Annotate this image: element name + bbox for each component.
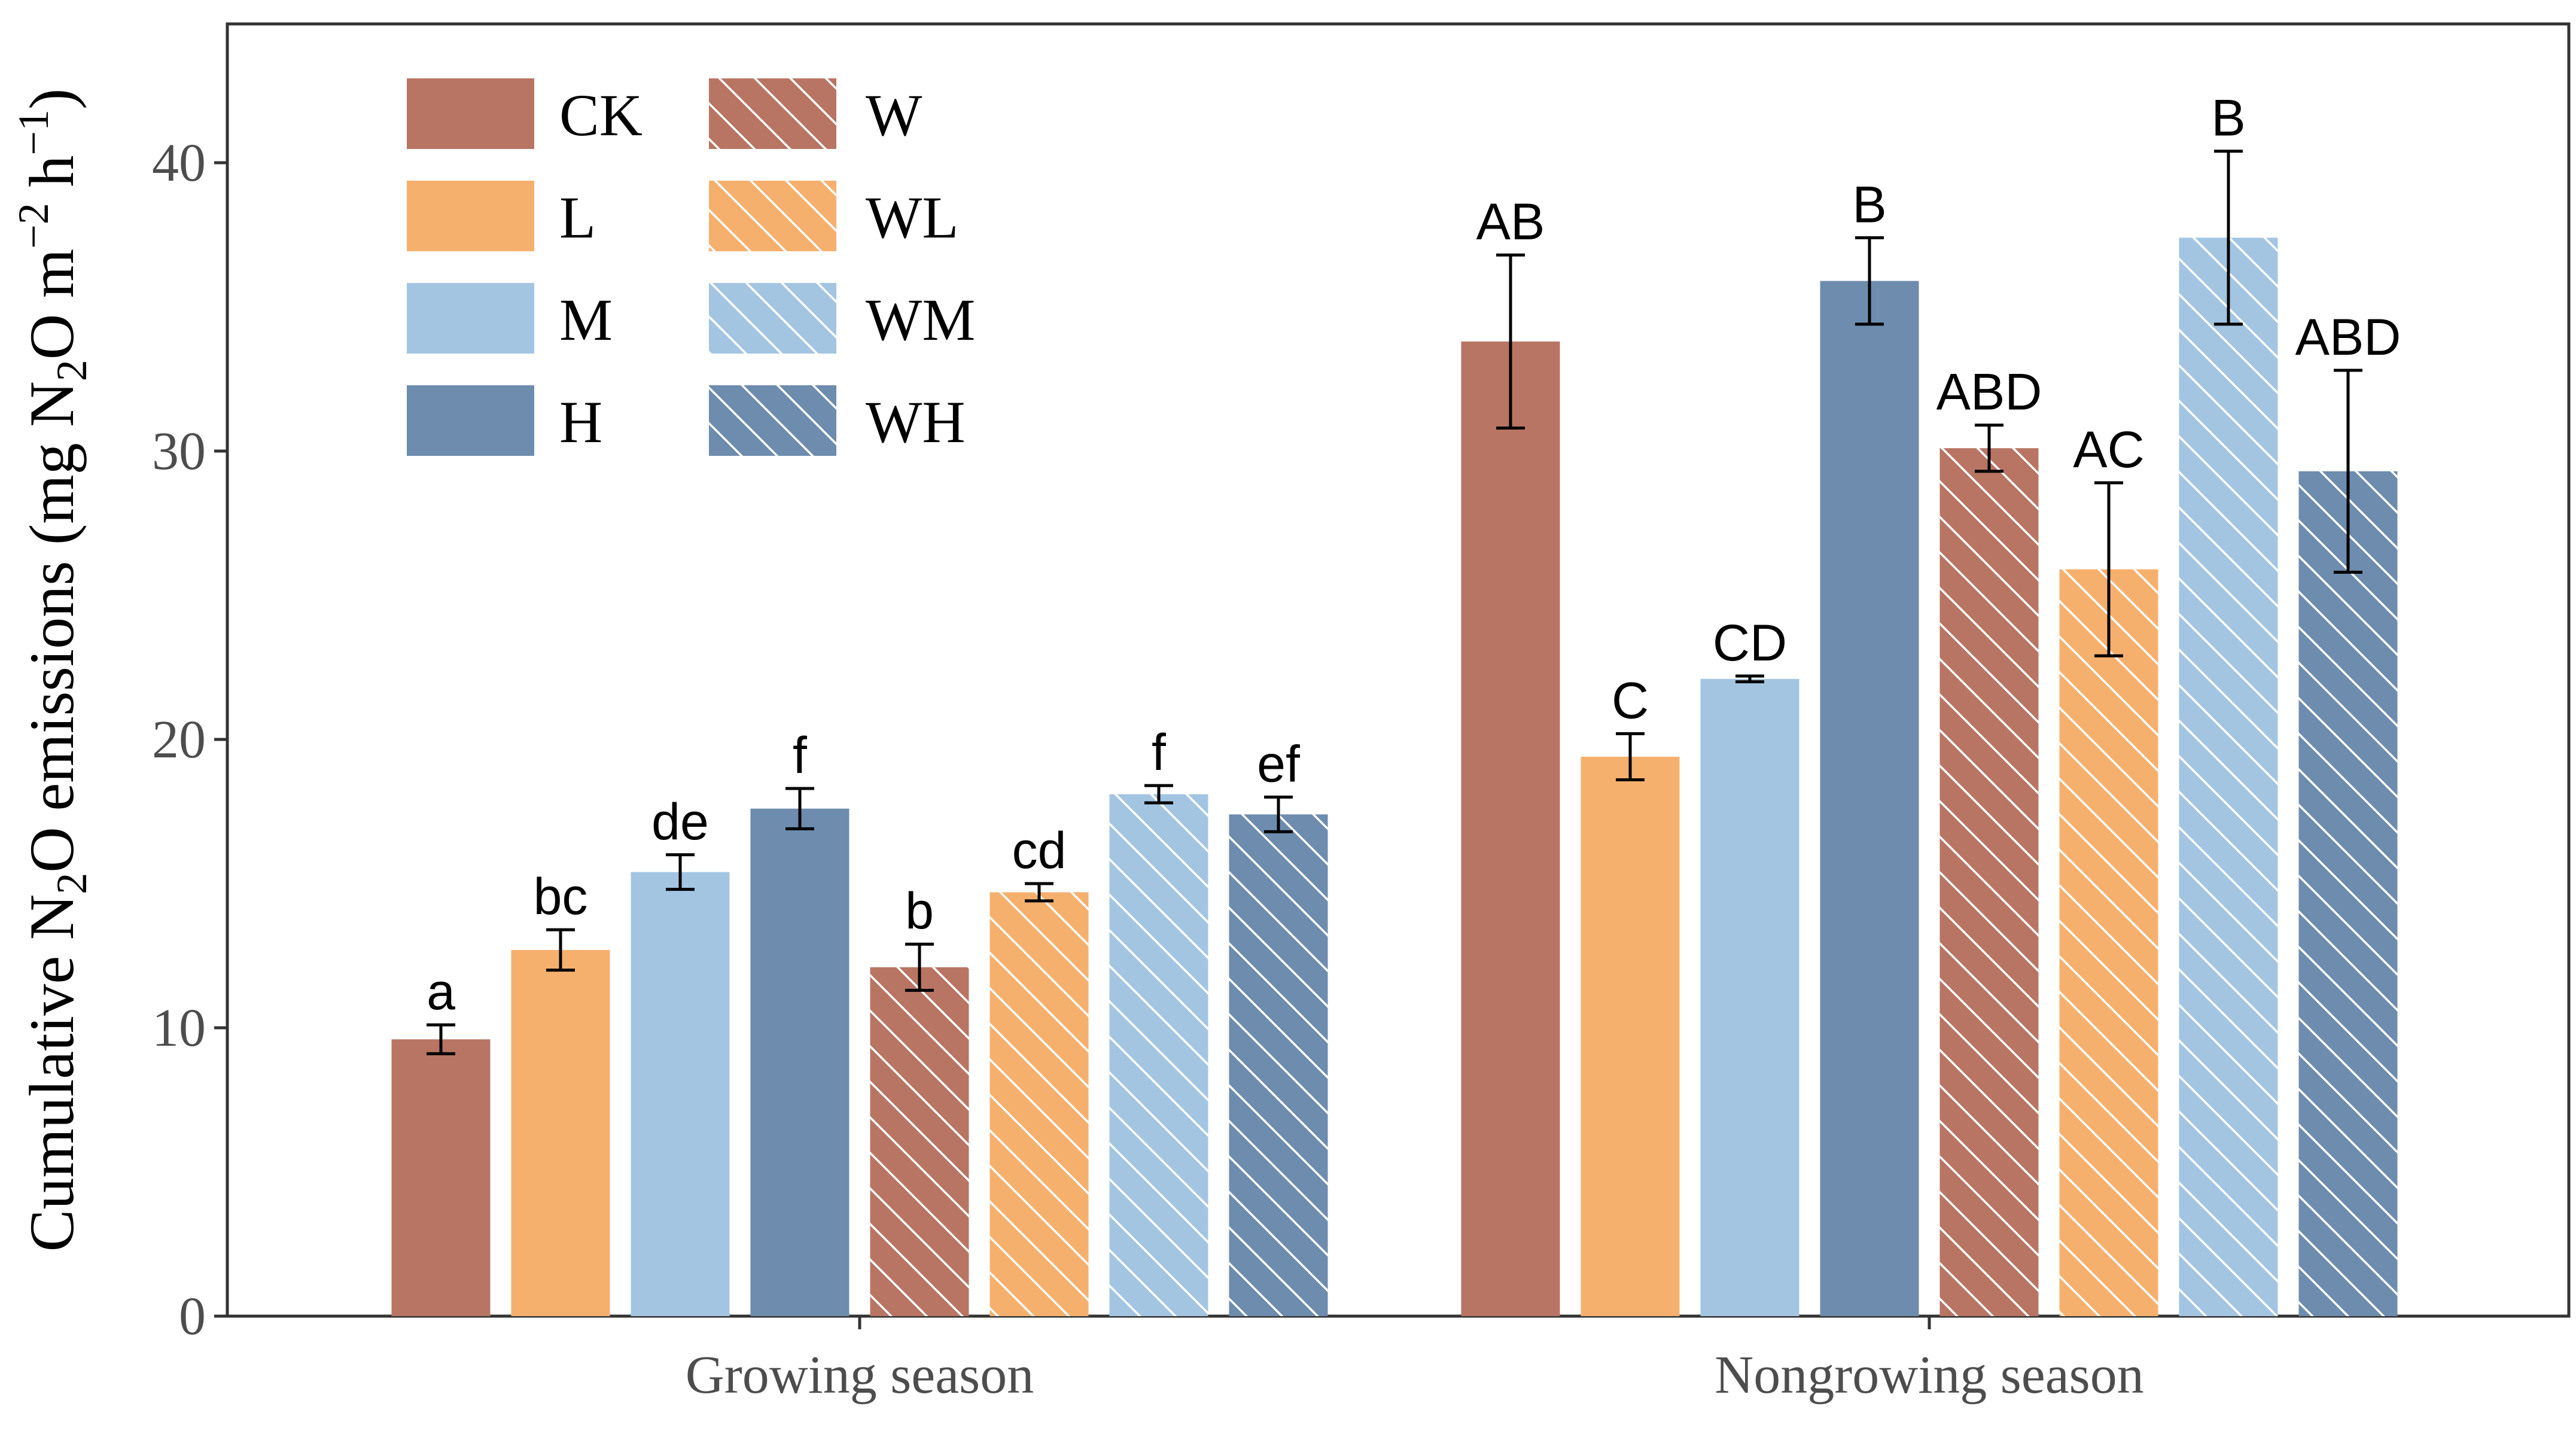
error-bar (1855, 236, 1884, 326)
error-bar (2214, 150, 2243, 326)
error-bar (1496, 253, 1525, 430)
significance-label: bc (534, 868, 588, 925)
y-tick-label: 40 (152, 133, 206, 193)
error-bar (1264, 795, 1293, 833)
x-tick-label: Nongrowing season (1715, 1345, 2143, 1405)
significance-label: ABD (1936, 364, 2042, 421)
error-bar (905, 942, 934, 992)
error-bar (427, 1023, 455, 1055)
bar-wh (2298, 471, 2398, 1316)
legend-label: W (866, 82, 922, 148)
legend-key-m (407, 283, 534, 354)
legend: CK LMH W WL WM WH (407, 78, 975, 456)
significance-label: ABD (2295, 309, 2401, 366)
significance-label: AB (1476, 193, 1545, 251)
legend-key-wl (709, 181, 836, 251)
bar-h (1820, 281, 1919, 1316)
bar-m (1700, 678, 1799, 1316)
legend-key-h (407, 385, 534, 456)
legend-label: M (559, 287, 613, 353)
error-bar (1144, 784, 1173, 805)
error-bar (1616, 732, 1645, 781)
y-tick-label: 20 (152, 710, 206, 769)
bar-wm (2179, 238, 2278, 1316)
legend-key-ck (407, 78, 534, 149)
legend-label: WM (866, 287, 975, 353)
significance-label: ef (1257, 735, 1301, 793)
legend-key-wm (709, 283, 836, 354)
bar-wm (1109, 794, 1208, 1316)
error-bar (2334, 369, 2362, 574)
legend-label: WL (866, 184, 958, 251)
plot-panel (226, 22, 2571, 1318)
x-tick-label: Growing season (686, 1345, 1034, 1405)
bar-l (1581, 756, 1680, 1316)
x-axis: Growing season Nongrowing season (686, 1316, 2144, 1405)
significance-label: b (905, 882, 934, 940)
error-bar (2094, 481, 2123, 657)
bar-l (511, 949, 610, 1316)
error-bar (1735, 674, 1764, 684)
significance-label: C (1612, 672, 1649, 729)
bar-m (631, 872, 730, 1316)
significance-label: a (427, 963, 455, 1021)
y-tick-label: 10 (152, 998, 206, 1058)
legend-label: CK (559, 82, 643, 148)
significance-label: CD (1713, 614, 1787, 672)
legend-label: H (559, 389, 602, 455)
significance-label: de (651, 793, 709, 851)
legend-key-l (407, 181, 534, 251)
bar-h (750, 808, 849, 1316)
error-bar (785, 787, 814, 830)
bar-ck (1461, 341, 1560, 1316)
y-axis-title: Cumulative N2O emissions (mg N2O m−2 h−1… (10, 89, 96, 1252)
y-tick-label: 0 (179, 1287, 206, 1346)
error-bar (666, 853, 695, 891)
bars: a bc de f b cd f ef AB C CD B ABD AC B ABD (391, 90, 2401, 1317)
significance-label: AC (2073, 421, 2144, 479)
bar-wl (2059, 569, 2158, 1316)
legend-label: L (559, 184, 596, 251)
significance-label: cd (1012, 822, 1067, 879)
error-bar (546, 928, 575, 972)
error-bar (1025, 882, 1053, 903)
y-axis: 0 10 20 30 40 (152, 133, 227, 1346)
bar-ck (391, 1039, 491, 1316)
error-bar (1975, 424, 2003, 473)
significance-label: f (793, 727, 808, 784)
bar-wh (1229, 814, 1328, 1316)
bar-w (870, 967, 969, 1316)
legend-key-w (709, 78, 836, 149)
y-tick-label: 30 (152, 422, 206, 481)
legend-key-wh (709, 385, 836, 456)
significance-label: B (1852, 176, 1886, 233)
legend-label: WH (866, 389, 966, 455)
significance-label: B (2211, 90, 2245, 147)
significance-label: f (1152, 724, 1167, 781)
bar-w (1939, 448, 2039, 1317)
bar-wl (989, 892, 1089, 1316)
